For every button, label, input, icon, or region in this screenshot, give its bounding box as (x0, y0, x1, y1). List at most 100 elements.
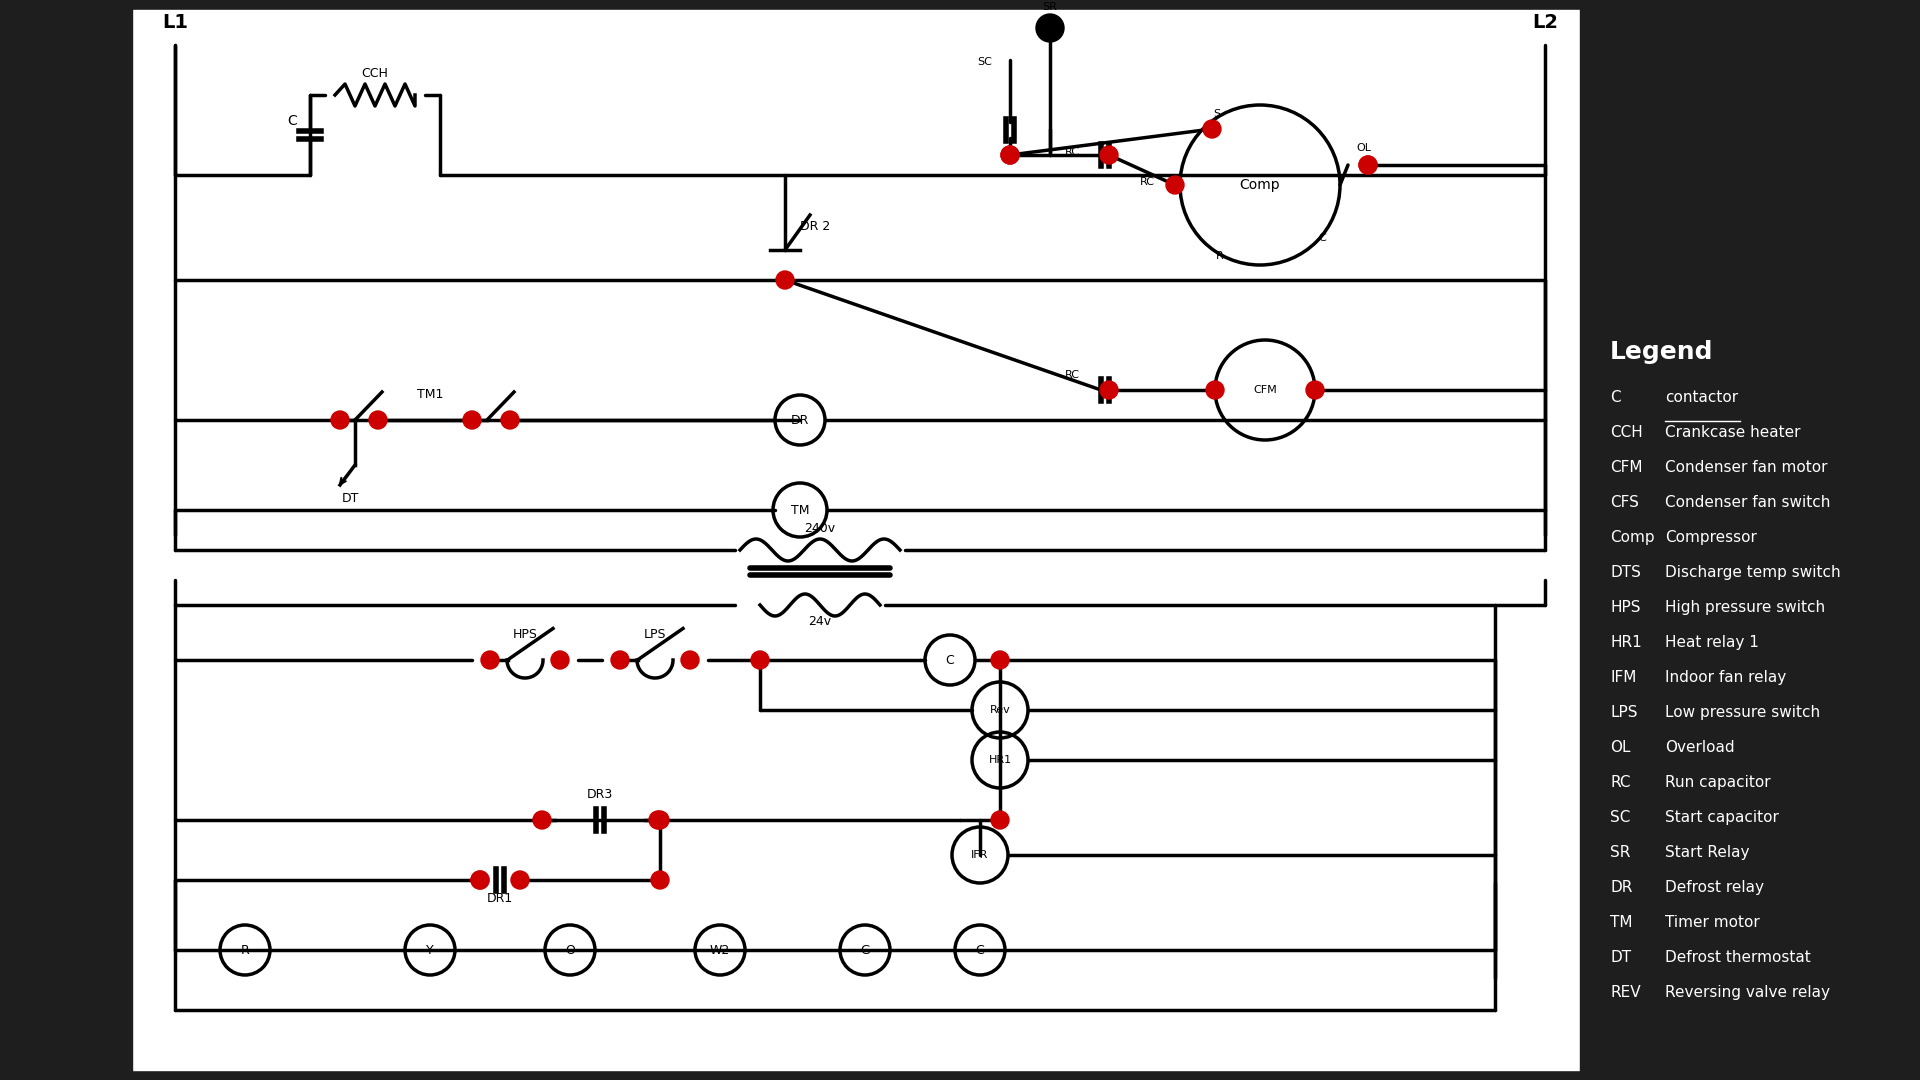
Text: Run capacitor: Run capacitor (1665, 775, 1770, 789)
Circle shape (1100, 146, 1117, 164)
Text: Low pressure switch: Low pressure switch (1665, 705, 1820, 720)
Text: Condenser fan switch: Condenser fan switch (1665, 495, 1830, 510)
Text: Indoor fan relay: Indoor fan relay (1665, 670, 1786, 685)
Text: LPS: LPS (643, 627, 666, 642)
Text: DR 2: DR 2 (801, 220, 829, 233)
Text: SC: SC (1611, 810, 1630, 825)
Text: Reversing valve relay: Reversing valve relay (1665, 985, 1830, 1000)
Text: Heat relay 1: Heat relay 1 (1665, 635, 1759, 650)
Text: DT: DT (342, 492, 359, 505)
Circle shape (482, 651, 499, 669)
Text: RC: RC (1066, 370, 1079, 380)
Text: OL: OL (1611, 740, 1630, 755)
Text: TM1: TM1 (417, 388, 444, 401)
Text: IFM: IFM (1611, 670, 1636, 685)
Circle shape (369, 411, 388, 429)
Text: DR1: DR1 (488, 892, 513, 905)
Text: OL: OL (1356, 143, 1371, 153)
Text: HPS: HPS (1611, 600, 1640, 615)
Text: Legend: Legend (1611, 340, 1713, 364)
Circle shape (463, 411, 482, 429)
Circle shape (330, 411, 349, 429)
Text: CFM: CFM (1611, 460, 1642, 475)
Text: Crankcase heater: Crankcase heater (1665, 426, 1801, 440)
Circle shape (991, 811, 1010, 829)
Text: CCH: CCH (361, 67, 388, 80)
Text: REV: REV (1611, 985, 1640, 1000)
Text: DTS: DTS (1611, 565, 1642, 580)
Circle shape (649, 811, 666, 829)
Circle shape (1359, 156, 1377, 174)
Text: Compressor: Compressor (1665, 530, 1757, 545)
Text: Overload: Overload (1665, 740, 1734, 755)
Text: L2: L2 (1532, 13, 1557, 32)
Circle shape (991, 651, 1010, 669)
Text: Rev: Rev (989, 705, 1010, 715)
Text: DR3: DR3 (588, 788, 612, 801)
Text: Start capacitor: Start capacitor (1665, 810, 1778, 825)
Circle shape (1204, 120, 1221, 138)
Circle shape (1000, 146, 1020, 164)
Circle shape (501, 411, 518, 429)
Text: Discharge temp switch: Discharge temp switch (1665, 565, 1841, 580)
Text: CFM: CFM (1254, 384, 1277, 395)
Text: Timer motor: Timer motor (1665, 915, 1761, 930)
Text: Defrost thermostat: Defrost thermostat (1665, 950, 1811, 966)
Text: DR: DR (1611, 880, 1632, 895)
Circle shape (1206, 381, 1225, 399)
Text: C: C (975, 944, 985, 957)
Text: O: O (564, 944, 574, 957)
Text: Condenser fan motor: Condenser fan motor (1665, 460, 1828, 475)
Text: C: C (947, 653, 954, 666)
Text: Start Relay: Start Relay (1665, 845, 1749, 860)
Circle shape (511, 870, 530, 889)
Text: DR: DR (791, 414, 808, 427)
Text: R: R (1215, 251, 1223, 261)
Text: LPS: LPS (1611, 705, 1638, 720)
Bar (0, 0, 132, 1080)
Text: SC: SC (977, 57, 993, 67)
Circle shape (1359, 156, 1377, 174)
Circle shape (534, 811, 551, 829)
Bar (131, 10, 1580, 1070)
Text: 240v: 240v (804, 522, 835, 535)
Text: DT: DT (1611, 950, 1632, 966)
Text: SR: SR (1043, 2, 1058, 12)
Text: 24v: 24v (808, 615, 831, 627)
Circle shape (1165, 176, 1185, 194)
Circle shape (470, 870, 490, 889)
Circle shape (651, 870, 668, 889)
Circle shape (682, 651, 699, 669)
Circle shape (776, 271, 795, 289)
Text: C: C (1611, 390, 1620, 405)
Text: G: G (860, 944, 870, 957)
Text: RC: RC (1140, 177, 1156, 187)
Circle shape (751, 651, 770, 669)
Text: RC: RC (1066, 147, 1079, 157)
Text: Y: Y (426, 944, 434, 957)
Text: Defrost relay: Defrost relay (1665, 880, 1764, 895)
Circle shape (1037, 14, 1064, 42)
Circle shape (1100, 381, 1117, 399)
Text: SR: SR (1611, 845, 1630, 860)
Circle shape (1306, 381, 1325, 399)
Text: L1: L1 (161, 13, 188, 32)
Circle shape (1000, 146, 1020, 164)
Text: contactor: contactor (1665, 390, 1738, 405)
Text: HPS: HPS (513, 627, 538, 642)
Circle shape (651, 811, 668, 829)
Text: W2: W2 (710, 944, 730, 957)
Circle shape (551, 651, 568, 669)
Text: S: S (1213, 109, 1221, 119)
Text: HR1: HR1 (989, 755, 1012, 765)
Text: HR1: HR1 (1611, 635, 1642, 650)
Text: CCH: CCH (1611, 426, 1644, 440)
Circle shape (611, 651, 630, 669)
Text: Comp: Comp (1240, 178, 1281, 192)
Circle shape (470, 870, 490, 889)
Text: High pressure switch: High pressure switch (1665, 600, 1826, 615)
Text: RC: RC (1611, 775, 1630, 789)
Text: IFR: IFR (972, 850, 989, 860)
Text: CFS: CFS (1611, 495, 1640, 510)
Text: Comp: Comp (1611, 530, 1655, 545)
